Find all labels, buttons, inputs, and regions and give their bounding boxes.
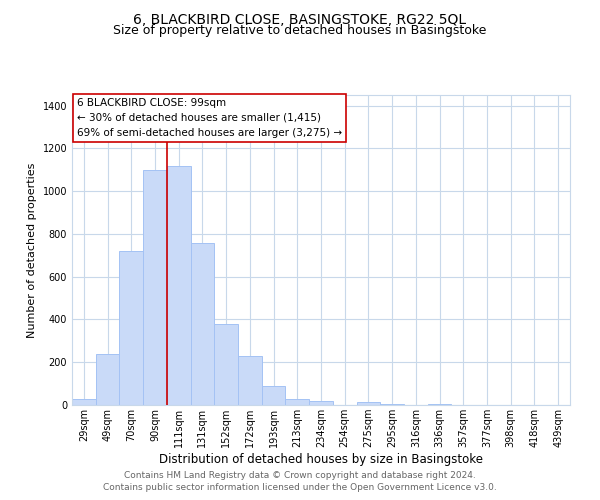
Bar [214, 324, 238, 405]
Bar [356, 402, 380, 405]
Y-axis label: Number of detached properties: Number of detached properties [27, 162, 37, 338]
Bar [96, 354, 119, 405]
Bar [262, 386, 286, 405]
Text: 6, BLACKBIRD CLOSE, BASINGSTOKE, RG22 5QL: 6, BLACKBIRD CLOSE, BASINGSTOKE, RG22 5Q… [133, 12, 467, 26]
Text: Contains HM Land Registry data © Crown copyright and database right 2024.: Contains HM Land Registry data © Crown c… [124, 472, 476, 480]
X-axis label: Distribution of detached houses by size in Basingstoke: Distribution of detached houses by size … [159, 453, 483, 466]
Bar [238, 356, 262, 405]
Bar [309, 400, 333, 405]
Bar [167, 166, 191, 405]
Bar [119, 251, 143, 405]
Bar [143, 170, 167, 405]
Bar [72, 398, 96, 405]
Bar [428, 404, 451, 405]
Bar [286, 398, 309, 405]
Text: Contains public sector information licensed under the Open Government Licence v3: Contains public sector information licen… [103, 482, 497, 492]
Text: Size of property relative to detached houses in Basingstoke: Size of property relative to detached ho… [113, 24, 487, 37]
Bar [191, 242, 214, 405]
Bar [380, 404, 404, 405]
Text: 6 BLACKBIRD CLOSE: 99sqm
← 30% of detached houses are smaller (1,415)
69% of sem: 6 BLACKBIRD CLOSE: 99sqm ← 30% of detach… [77, 98, 342, 138]
